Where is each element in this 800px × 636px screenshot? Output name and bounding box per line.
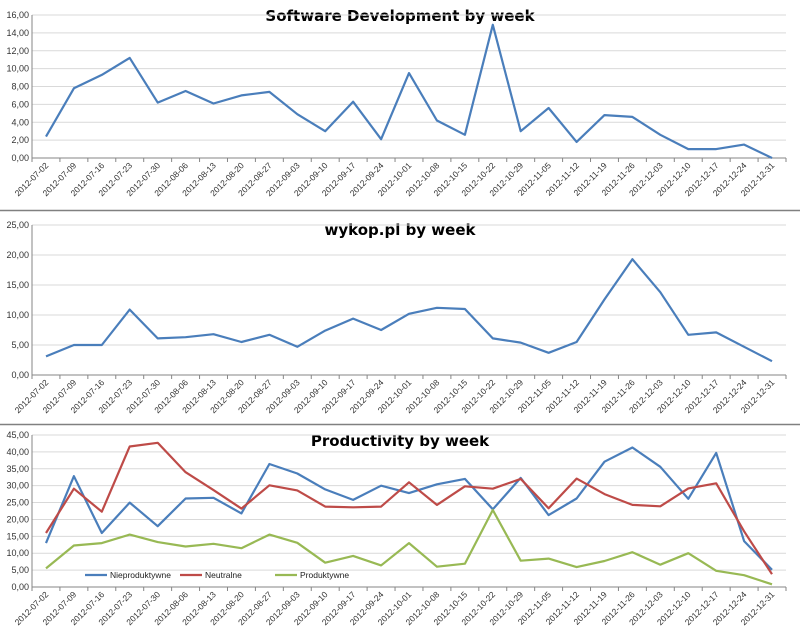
y-tick-label: 12,00 [6,46,29,56]
legend: Nieproduktywne Neutralne Produktywne [85,570,349,580]
legend-label: Neutralne [205,570,242,580]
wykop-chart: wykop.pl by week 0,00 5,00 10,00 15,00 20,00… [6,220,787,415]
y-tick-label: 10,00 [6,64,29,74]
y-tick-label: 35,00 [6,464,29,474]
chart-title: wykop.pl by week [325,221,477,239]
y-tick-label: 45,00 [6,430,29,440]
series-line-nieproduktywne [44,446,773,571]
software-development-chart: Software Development by week 0,00 2,00 4,0… [6,7,787,198]
y-tick-label: 0,00 [11,582,29,592]
y-tick-label: 5,00 [11,565,29,575]
chart-title: Productivity by week [311,432,490,450]
y-tick-label: 16,00 [6,10,29,20]
y-tick-label: 10,00 [6,310,29,320]
productivity-chart: Productivity by week 0,00 5,00 10,00 15,00 2… [6,430,787,627]
series-line-neutralne [45,441,773,575]
y-tick-label: 6,00 [11,99,29,109]
chart-title: Software Development by week [265,7,535,25]
y-tick-label: 25,00 [6,498,29,508]
y-tick-label: 10,00 [6,548,29,558]
y-tick-label: 20,00 [6,250,29,260]
series-line [45,23,773,159]
y-tick-label: 14,00 [6,28,29,38]
series-line [45,258,773,363]
y-tick-label: 30,00 [6,481,29,491]
y-tick-label: 0,00 [11,370,29,380]
legend-label: Nieproduktywne [110,570,171,580]
y-tick-label: 40,00 [6,447,29,457]
y-tick-label: 25,00 [6,220,29,230]
legend-label: Produktywne [300,570,349,580]
y-tick-label: 2,00 [11,135,29,145]
y-tick-label: 0,00 [11,153,29,163]
y-tick-label: 4,00 [11,117,29,127]
y-tick-label: 5,00 [11,340,29,350]
y-tick-label: 15,00 [6,531,29,541]
y-tick-label: 15,00 [6,280,29,290]
series-line-produktywne [45,508,773,586]
y-tick-label: 8,00 [11,82,29,92]
y-tick-label: 20,00 [6,514,29,524]
